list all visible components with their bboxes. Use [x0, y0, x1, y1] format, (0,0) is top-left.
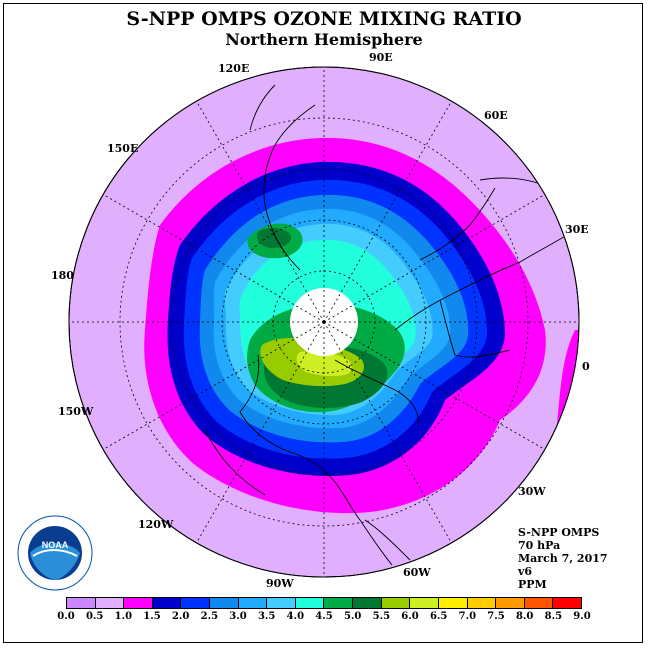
- figure-title: S-NPP OMPS OZONE MIXING RATIO: [126, 8, 522, 30]
- product-info: S-NPP OMPS 70 hPa March 7, 2017 v6 PPM: [518, 526, 608, 591]
- lon-label-180: 180: [51, 269, 74, 282]
- legend-swatch: [294, 598, 324, 608]
- legend-swatch: [266, 598, 295, 608]
- lon-label-120w: 120W: [138, 518, 174, 531]
- legend-swatch: [523, 598, 553, 608]
- coastlines: [204, 84, 576, 566]
- map-boundary: [68, 66, 580, 578]
- lon-label-60e: 60E: [484, 109, 508, 122]
- legend-swatch: [552, 598, 581, 608]
- legend-swatch: [123, 598, 152, 608]
- legend-swatches: [66, 597, 582, 609]
- legend-swatch: [94, 598, 124, 608]
- lon-label-0: 0: [582, 360, 590, 373]
- noaa-logo-text: NOAA: [42, 540, 69, 550]
- info-version: v6: [518, 565, 533, 578]
- info-units: PPM: [518, 578, 547, 591]
- info-level: 70 hPa: [518, 539, 561, 552]
- legend-swatch: [409, 598, 438, 608]
- lon-label-120e: 120E: [218, 62, 249, 75]
- lon-label-30e: 30E: [565, 223, 589, 236]
- color-legend: 0.0 0.5 1.0 1.5 2.0 2.5 3.0 3.5 4.0 4.5 5.0 5.5 6.0 6…: [57, 597, 591, 625]
- legend-swatch: [151, 598, 181, 608]
- legend-tick-label: 0.0: [57, 611, 75, 622]
- info-date: March 7, 2017: [518, 552, 608, 565]
- legend-swatch: [380, 598, 410, 608]
- legend-swatch: [209, 598, 238, 608]
- legend-tick-label: 5.0: [343, 611, 362, 622]
- legend-swatch: [180, 598, 210, 608]
- lon-label-60w: 60W: [403, 566, 431, 579]
- legend-tick-label: 1.0: [114, 611, 133, 622]
- lon-label-150e: 150E: [107, 142, 138, 155]
- legend-tick-label: 7.0: [458, 611, 477, 622]
- lon-label-150w: 150W: [58, 405, 94, 418]
- legend-tick-label: 8.5: [544, 611, 563, 622]
- legend-swatch: [466, 598, 496, 608]
- legend-tick-label: 6.5: [429, 611, 448, 622]
- lon-label-90e: 90E: [369, 51, 393, 64]
- figure-frame: [3, 3, 643, 643]
- contour-5-0-north: [256, 227, 291, 248]
- info-instrument: S-NPP OMPS: [518, 526, 600, 539]
- legend-tick-label: 8.0: [515, 611, 534, 622]
- legend-tick-label: 4.5: [315, 611, 333, 622]
- legend-tick-label: 6.0: [401, 611, 419, 622]
- legend-tick-label: 7.5: [487, 611, 505, 622]
- lon-label-30w: 30W: [518, 485, 546, 498]
- legend-swatch: [237, 598, 267, 608]
- legend-swatch: [495, 598, 524, 608]
- legend-tick-label: 2.5: [200, 611, 219, 622]
- noaa-logo: NOAA: [17, 515, 93, 591]
- figure-subtitle: Northern Hemisphere: [225, 30, 423, 49]
- legend-tick-label: 1.5: [143, 611, 161, 622]
- legend-tick-label: 2.0: [171, 611, 190, 622]
- lon-label-90w: 90W: [266, 577, 294, 590]
- ozone-contours: [144, 137, 579, 514]
- legend-tick-label: 3.5: [257, 611, 276, 622]
- legend-tick-label: 4.0: [286, 611, 305, 622]
- legend-swatch: [323, 598, 353, 608]
- legend-tick-label: 5.5: [372, 611, 391, 622]
- legend-swatch: [352, 598, 381, 608]
- legend-swatch: [67, 598, 95, 608]
- legend-tick-label: 0.5: [85, 611, 104, 622]
- legend-labels: 0.0 0.5 1.0 1.5 2.0 2.5 3.0 3.5 4.0 4.5 5.0 5.5 6.0 6…: [57, 611, 590, 625]
- legend-tick-label: 9.0: [573, 611, 591, 622]
- legend-swatch: [437, 598, 467, 608]
- legend-tick-label: 3.0: [229, 611, 247, 622]
